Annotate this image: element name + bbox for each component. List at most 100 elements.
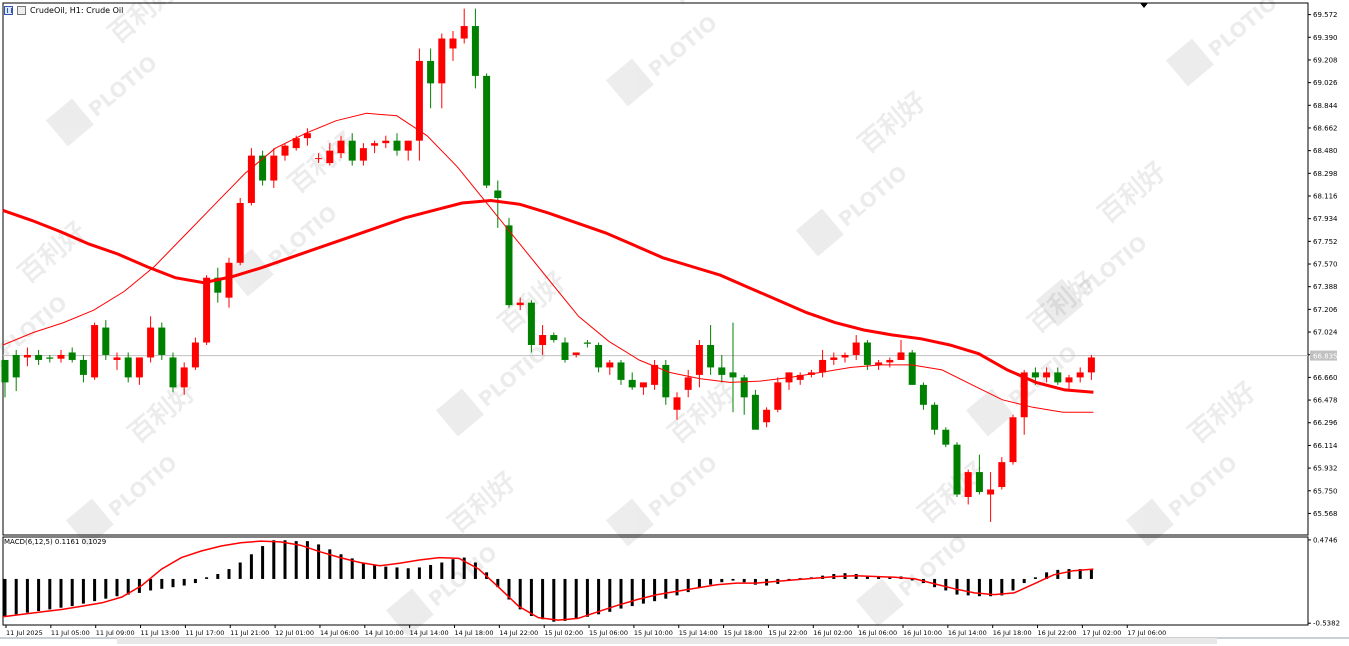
candle[interactable] (315, 153, 323, 164)
candle[interactable] (684, 369, 692, 398)
candle[interactable] (539, 325, 547, 355)
candle[interactable] (281, 143, 289, 161)
candle[interactable] (12, 349, 20, 392)
candle[interactable] (729, 322, 737, 413)
candle[interactable] (595, 342, 603, 373)
candle[interactable] (415, 48, 423, 161)
candle[interactable] (427, 48, 435, 109)
candle[interactable] (393, 133, 401, 156)
candle[interactable] (651, 359, 659, 390)
candle[interactable] (191, 337, 199, 370)
candle[interactable] (270, 148, 278, 189)
candle[interactable] (763, 407, 771, 428)
candle[interactable] (707, 325, 715, 375)
candle[interactable] (953, 442, 961, 497)
candle[interactable] (897, 340, 905, 360)
candle[interactable] (617, 359, 625, 385)
candle[interactable] (147, 316, 155, 363)
candle[interactable] (91, 322, 99, 380)
candle[interactable] (259, 150, 267, 186)
candle[interactable] (23, 347, 31, 367)
candle[interactable] (908, 349, 916, 385)
candle[interactable] (449, 31, 457, 61)
candle[interactable] (214, 267, 222, 303)
candle[interactable] (1009, 414, 1017, 465)
candle[interactable] (494, 180, 502, 228)
candle[interactable] (135, 357, 143, 385)
candle[interactable] (102, 320, 110, 360)
candle[interactable] (919, 382, 927, 410)
candle[interactable] (931, 402, 939, 435)
candle[interactable] (348, 133, 356, 166)
candle[interactable] (303, 128, 311, 146)
candle[interactable] (639, 382, 647, 395)
candle[interactable] (527, 300, 535, 353)
candle[interactable] (561, 337, 569, 363)
candle[interactable] (998, 457, 1006, 490)
candle[interactable] (1, 359, 9, 398)
candle[interactable] (247, 148, 255, 206)
candle[interactable] (830, 352, 838, 365)
price-axis[interactable]: 69.572 69.390 69.208 69.026 68.844 68.662 68.4… (1308, 11, 1340, 628)
candle[interactable] (35, 349, 43, 365)
candle[interactable] (382, 135, 390, 149)
candle[interactable] (180, 362, 188, 395)
candle[interactable] (852, 335, 860, 360)
candle[interactable] (113, 352, 121, 370)
candle[interactable] (774, 377, 782, 413)
candle[interactable] (404, 140, 412, 161)
candle[interactable] (460, 8, 468, 44)
candle[interactable] (1020, 369, 1028, 435)
candle[interactable] (606, 359, 614, 375)
candle[interactable] (942, 427, 950, 448)
candle[interactable] (471, 8, 479, 89)
candle[interactable] (1065, 374, 1073, 390)
price-tick-label: 67.388 (1313, 283, 1338, 291)
candle[interactable] (718, 354, 726, 383)
candle[interactable] (796, 372, 804, 385)
candlestick-series[interactable] (1, 8, 1095, 522)
candle[interactable] (68, 347, 76, 363)
candle[interactable] (863, 340, 871, 370)
candle[interactable] (203, 275, 211, 345)
candle[interactable] (371, 140, 379, 154)
candle[interactable] (1087, 354, 1095, 380)
candle[interactable] (516, 297, 524, 311)
candle[interactable] (785, 372, 793, 390)
candle[interactable] (583, 340, 591, 348)
candle[interactable] (505, 217, 513, 308)
candle[interactable] (1054, 367, 1062, 385)
candle[interactable] (695, 340, 703, 388)
candle[interactable] (987, 472, 995, 522)
candle[interactable] (751, 389, 759, 430)
candle[interactable] (572, 352, 580, 358)
candle[interactable] (673, 392, 681, 420)
candle[interactable] (740, 374, 748, 415)
candle[interactable] (359, 143, 367, 166)
candle[interactable] (886, 357, 894, 368)
candle[interactable] (964, 469, 972, 505)
candle[interactable] (628, 372, 636, 390)
time-axis[interactable]: 11 Jul 2025 11 Jul 05:00 11 Jul 09:00 11 Ju… (5, 625, 1166, 637)
candle[interactable] (46, 354, 54, 363)
candle[interactable] (550, 332, 558, 343)
candle[interactable] (337, 135, 345, 159)
candle[interactable] (841, 352, 849, 363)
candle[interactable] (975, 454, 983, 495)
candle[interactable] (169, 352, 177, 393)
candle[interactable] (1076, 367, 1084, 383)
horizontal-scrollbar[interactable] (117, 638, 1217, 644)
candle[interactable] (158, 322, 166, 360)
candle[interactable] (1043, 367, 1051, 383)
candle[interactable] (326, 143, 334, 166)
candle[interactable] (124, 352, 132, 383)
candle[interactable] (483, 73, 491, 189)
candle[interactable] (662, 359, 670, 405)
candle[interactable] (236, 197, 244, 266)
price-tick-label: 67.752 (1313, 238, 1338, 246)
candle[interactable] (57, 349, 65, 363)
candle[interactable] (819, 349, 827, 378)
candle[interactable] (225, 257, 233, 308)
candle[interactable] (438, 33, 446, 109)
candle[interactable] (79, 354, 87, 383)
